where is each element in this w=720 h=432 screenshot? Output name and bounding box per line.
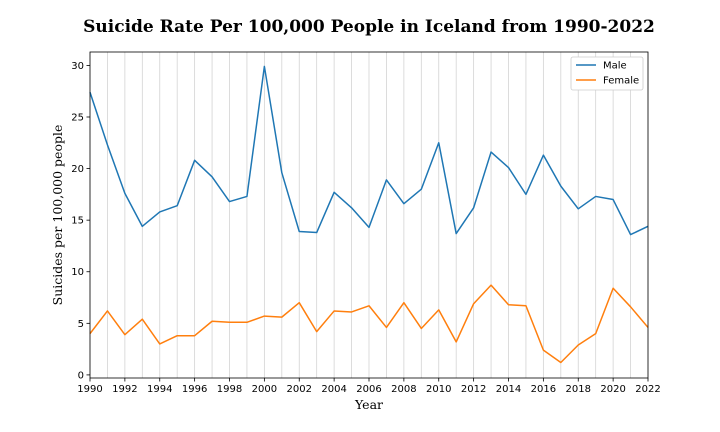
x-axis: 1990 1992 1994 1996 1998 2000 2002 2004 2006 2008… [77, 378, 661, 395]
data-point-female [490, 284, 492, 286]
data-point-male [577, 208, 579, 210]
data-point-female [211, 320, 213, 322]
data-point-female [315, 330, 317, 332]
data-point-male [315, 231, 317, 233]
data-point-female [246, 321, 248, 323]
data-point-female [560, 361, 562, 363]
data-point-male [159, 211, 161, 213]
x-tick-label: 2020 [600, 384, 625, 395]
data-point-female [525, 305, 527, 307]
data-point-female [368, 305, 370, 307]
data-point-male [594, 195, 596, 197]
series-lines [89, 65, 649, 364]
x-tick-label: 2008 [391, 384, 416, 395]
x-tick-label: 2000 [252, 384, 277, 395]
data-point-male [612, 198, 614, 200]
data-point-female [577, 344, 579, 346]
data-point-male [333, 191, 335, 193]
y-axis: 0 5 10 15 20 25 30 [71, 61, 90, 381]
data-point-female [281, 316, 283, 318]
data-point-female [333, 310, 335, 312]
x-tick-label: 2010 [426, 384, 451, 395]
data-point-female [193, 335, 195, 337]
data-point-female [298, 301, 300, 303]
x-tick-label: 2006 [356, 384, 381, 395]
data-point-male [560, 185, 562, 187]
data-point-female [455, 341, 457, 343]
legend: Male Female [570, 56, 644, 91]
data-point-female [385, 326, 387, 328]
data-point-female [176, 335, 178, 337]
y-tick-label: 30 [71, 61, 84, 72]
data-point-male [629, 233, 631, 235]
series-line-female [89, 284, 649, 364]
data-point-female [159, 343, 161, 345]
x-tick-label: 1998 [217, 384, 242, 395]
data-point-female [403, 301, 405, 303]
data-point-female [228, 321, 230, 323]
data-point-female [263, 315, 265, 317]
y-tick-label: 10 [71, 267, 84, 278]
data-point-female [124, 333, 126, 335]
data-point-female [507, 304, 509, 306]
chart-title: Suicide Rate Per 100,000 People in Icela… [83, 17, 655, 37]
x-tick-label: 2016 [531, 384, 556, 395]
series-line-male [89, 65, 649, 236]
data-point-male [368, 226, 370, 228]
data-point-male [106, 144, 108, 146]
plot-area [89, 51, 649, 379]
x-tick-label: 2022 [635, 384, 660, 395]
x-tick-label: 1996 [182, 384, 207, 395]
legend-label-male: Male [603, 61, 627, 72]
x-tick-label: 2012 [461, 384, 486, 395]
data-point-female [542, 349, 544, 351]
y-tick-label: 20 [71, 164, 84, 175]
data-point-male [211, 176, 213, 178]
x-tick-label: 1994 [147, 384, 172, 395]
y-tick-label: 15 [71, 216, 84, 227]
data-point-male [542, 154, 544, 156]
data-point-male [298, 230, 300, 232]
y-tick-label: 5 [78, 319, 84, 330]
data-point-male [124, 192, 126, 194]
x-tick-label: 2018 [566, 384, 591, 395]
data-point-male [281, 172, 283, 174]
x-tick-label: 2014 [496, 384, 521, 395]
data-point-male [490, 151, 492, 153]
data-point-male [176, 205, 178, 207]
data-point-female [472, 303, 474, 305]
data-point-male [455, 232, 457, 234]
data-point-male [472, 207, 474, 209]
data-point-male [193, 159, 195, 161]
data-point-male [385, 179, 387, 181]
x-tick-label: 2002 [287, 384, 312, 395]
data-point-male [246, 195, 248, 197]
data-point-male [507, 166, 509, 168]
data-point-male [403, 202, 405, 204]
data-point-female [438, 309, 440, 311]
data-point-male [228, 200, 230, 202]
y-axis-label: Suicides per 100,000 people [50, 125, 65, 306]
y-tick-label: 25 [71, 112, 84, 123]
data-point-female [612, 287, 614, 289]
data-point-male [263, 65, 265, 67]
data-point-male [141, 225, 143, 227]
data-point-female [141, 318, 143, 320]
x-tick-label: 1992 [112, 384, 137, 395]
data-point-male [438, 142, 440, 144]
x-tick-label: 2004 [321, 384, 346, 395]
data-point-male [350, 207, 352, 209]
data-point-female [629, 306, 631, 308]
data-point-female [350, 311, 352, 313]
x-axis-label: Year [354, 397, 383, 412]
data-point-male [525, 193, 527, 195]
data-point-female [106, 310, 108, 312]
legend-label-female: Female [603, 76, 639, 87]
data-point-female [594, 332, 596, 334]
data-point-male [420, 188, 422, 190]
y-tick-label: 0 [78, 370, 84, 381]
data-point-female [420, 327, 422, 329]
x-tick-label: 1990 [77, 384, 102, 395]
